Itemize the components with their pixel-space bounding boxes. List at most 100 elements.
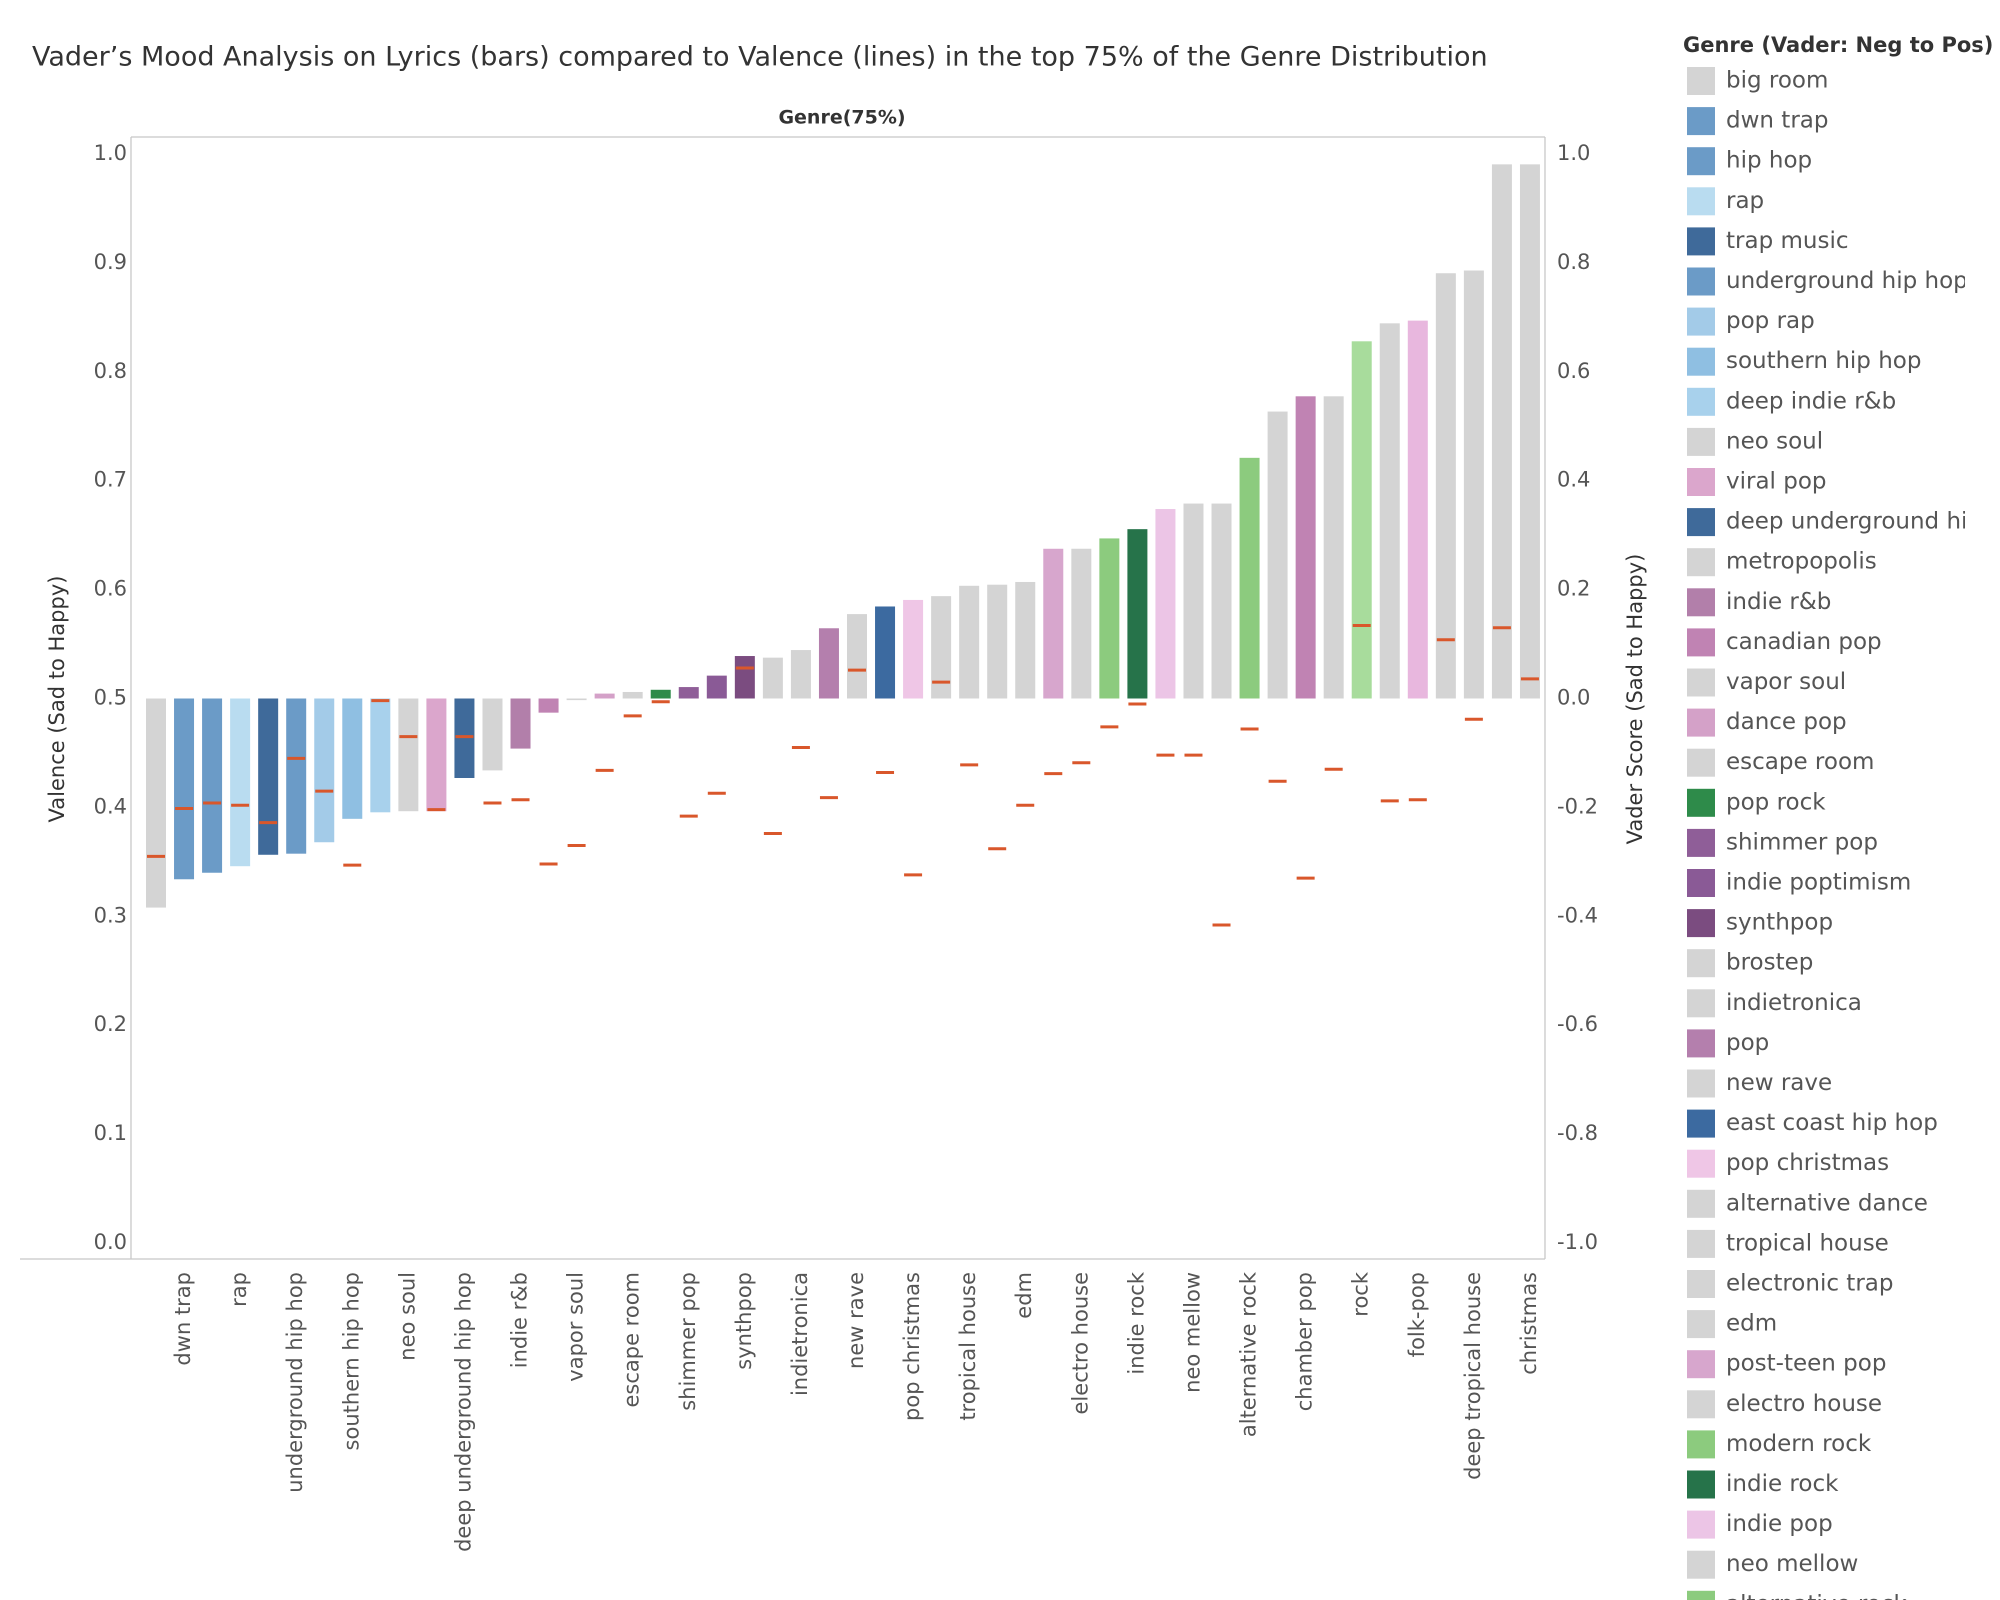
legend-label: viral pop xyxy=(1726,469,1827,495)
x-tick-label: deep tropical house xyxy=(1461,1272,1485,1480)
legend-label: escape room xyxy=(1726,749,1874,775)
bar xyxy=(1351,341,1372,699)
bar xyxy=(398,698,419,812)
bar xyxy=(258,698,279,855)
legend-swatch xyxy=(1687,267,1715,296)
x-tick-label: rap xyxy=(227,1272,251,1307)
legend-swatch xyxy=(1687,1550,1715,1579)
bar xyxy=(426,698,447,812)
legend-swatch xyxy=(1687,869,1715,897)
tick-label: 1.0 xyxy=(1557,141,1590,165)
bar xyxy=(1379,323,1400,699)
tick-label: 1.0 xyxy=(94,141,127,165)
x-tick-label: alternative rock xyxy=(1237,1271,1261,1437)
legend-swatch xyxy=(1687,187,1715,216)
bar xyxy=(538,698,559,713)
legend-label: modern rock xyxy=(1726,1431,1872,1457)
bar xyxy=(1323,396,1344,699)
legend-swatch xyxy=(1687,1189,1715,1218)
x-tick-label: indietronica xyxy=(788,1272,812,1396)
legend-label: shimmer pop xyxy=(1726,829,1878,855)
bar xyxy=(931,596,952,699)
legend-swatch xyxy=(1687,147,1715,176)
legend-swatch xyxy=(1687,909,1715,938)
bar xyxy=(1099,538,1120,699)
legend-label: neo soul xyxy=(1726,428,1823,454)
legend-label: canadian pop xyxy=(1726,629,1882,655)
legend-swatch xyxy=(1687,1069,1715,1098)
legend-label: deep underground hip hop xyxy=(1726,509,2000,535)
legend-swatch xyxy=(1687,1350,1715,1379)
tick-label: -1.0 xyxy=(1557,1230,1598,1254)
x-tick-label: rock xyxy=(1349,1271,1373,1317)
tick-label: 0.4 xyxy=(94,794,127,818)
legend-swatch xyxy=(1687,347,1715,376)
tick-label: -0.8 xyxy=(1557,1121,1598,1145)
tick-label: 0.0 xyxy=(1557,686,1590,710)
x-tick-label: indie rock xyxy=(1124,1271,1148,1374)
legend-swatch xyxy=(1687,1310,1715,1339)
bar xyxy=(818,628,839,699)
tick-label: 0.6 xyxy=(1557,359,1590,383)
legend-label: pop rap xyxy=(1726,308,1815,334)
tick-label: 0.0 xyxy=(94,1230,127,1254)
bar xyxy=(1463,270,1484,699)
bar xyxy=(1519,164,1540,699)
x-tick-label: deep underground hip hop xyxy=(451,1272,475,1552)
x-tick-label: southern hip hop xyxy=(339,1272,363,1450)
legend-swatch xyxy=(1687,548,1715,577)
tick-label: 0.3 xyxy=(94,903,127,927)
tick-label: 0.2 xyxy=(1557,577,1590,601)
legend-swatch xyxy=(1687,67,1715,95)
legend-label: southern hip hop xyxy=(1726,348,1921,374)
legend-label: indie r&b xyxy=(1726,589,1831,615)
legend-label: east coast hip hop xyxy=(1726,1110,1938,1136)
legend-swatch xyxy=(1687,307,1715,336)
x-tick-label: chamber pop xyxy=(1293,1272,1317,1411)
legend-label: dwn trap xyxy=(1726,108,1828,134)
bar xyxy=(594,693,615,699)
legend-swatch xyxy=(1687,508,1715,537)
chart-title: Vader’s Mood Analysis on Lyrics (bars) c… xyxy=(32,42,1488,73)
legend-swatch xyxy=(1687,468,1715,496)
tick-label: -0.6 xyxy=(1557,1012,1598,1036)
y-axis-title: Valence (Sad to Happy) xyxy=(45,576,69,823)
bar xyxy=(790,650,811,699)
legend-label: electro house xyxy=(1726,1391,1882,1417)
legend-swatch xyxy=(1687,1510,1715,1539)
x-tick-label: underground hip hop xyxy=(283,1272,307,1493)
legend-swatch xyxy=(1687,788,1715,817)
legend-label: edm xyxy=(1726,1311,1777,1337)
tick-label: 0.6 xyxy=(94,577,127,601)
legend-swatch xyxy=(1687,588,1715,617)
legend-label: electronic trap xyxy=(1726,1271,1893,1297)
y2-axis-title: Vader Score (Sad to Happy) xyxy=(1623,554,1647,845)
legend-swatch xyxy=(1687,1149,1715,1178)
legend-label: trap music xyxy=(1726,228,1848,254)
x-tick-label: folk-pop xyxy=(1405,1272,1429,1357)
legend-swatch xyxy=(1687,387,1715,416)
legend-swatch xyxy=(1687,949,1715,978)
legend-label: pop xyxy=(1726,1030,1769,1056)
legend-swatch xyxy=(1687,1390,1715,1419)
legend-label: pop rock xyxy=(1726,789,1826,815)
tick-label: 0.9 xyxy=(94,250,127,274)
x-tick-label: vapor soul xyxy=(564,1272,588,1382)
legend-swatch xyxy=(1687,748,1715,777)
legend-swatch xyxy=(1687,1270,1715,1298)
x-tick-label: neo soul xyxy=(395,1272,419,1361)
legend-label: underground hip hop xyxy=(1726,268,1968,294)
legend-swatch xyxy=(1687,1229,1715,1258)
legend-label: indie rock xyxy=(1726,1471,1839,1497)
legend-swatch xyxy=(1687,1590,1715,1600)
bar xyxy=(1491,164,1512,699)
legend-swatch xyxy=(1687,1029,1715,1058)
x-tick-label: escape room xyxy=(620,1272,644,1408)
bar xyxy=(510,698,531,749)
bar xyxy=(146,698,166,908)
legend-swatch xyxy=(1687,1470,1715,1499)
legend-swatch xyxy=(1687,1109,1715,1138)
legend-label: neo mellow xyxy=(1726,1551,1858,1577)
legend-label: pop christmas xyxy=(1726,1150,1889,1176)
bar xyxy=(454,698,475,778)
